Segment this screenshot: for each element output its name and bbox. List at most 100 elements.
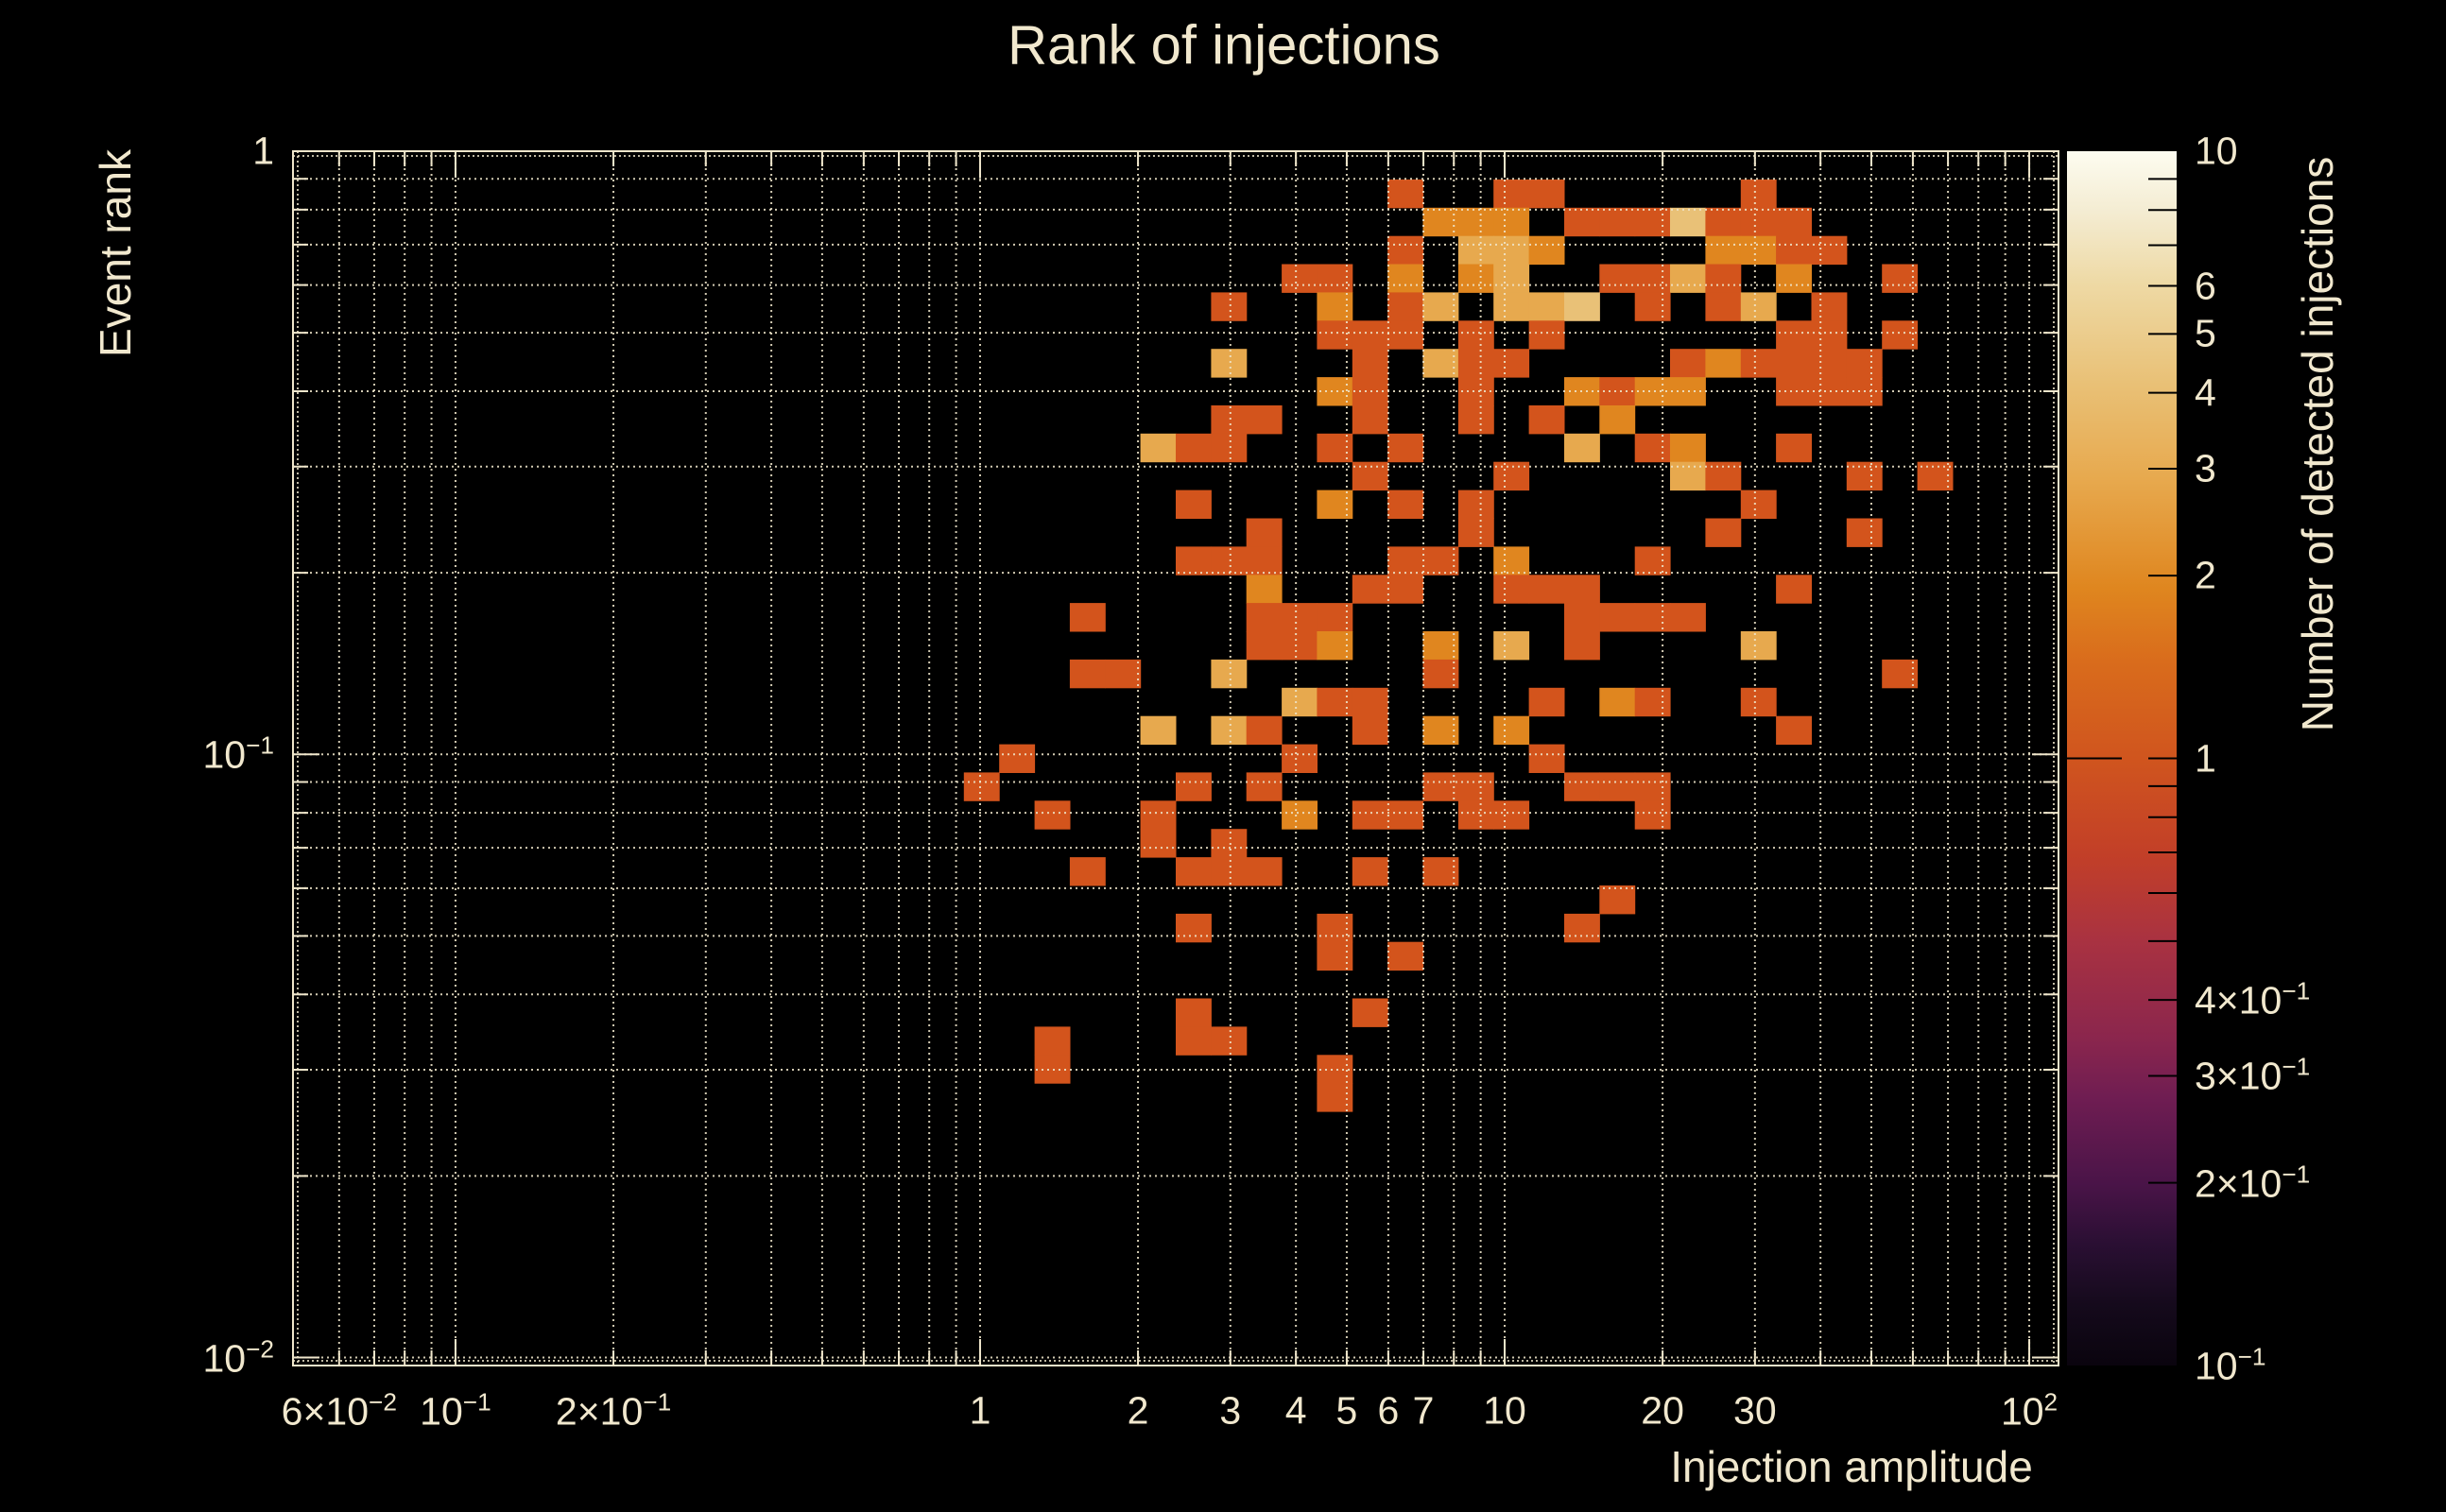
heatmap-cell [1493, 292, 1530, 321]
heatmap-cell [1034, 800, 1071, 830]
heatmap-cell [1564, 575, 1600, 604]
heatmap-cell [1493, 349, 1530, 378]
heatmap-cell [1705, 292, 1742, 321]
z-tick-label: 5 [2195, 311, 2216, 355]
heatmap-cell [1776, 320, 1812, 350]
heatmap-cell [1705, 207, 1742, 237]
heatmap-cell [1599, 264, 1636, 293]
heatmap-cell [1352, 320, 1388, 350]
heatmap-cell [1599, 772, 1636, 801]
heatmap-cell [1705, 264, 1742, 293]
heatmap-cell [1140, 433, 1177, 463]
heatmap-cell [1740, 179, 1777, 209]
heatmap-cell [1564, 292, 1600, 321]
plot-frame [292, 150, 2059, 1366]
heatmap-cell [1282, 631, 1318, 661]
heatmap-cell [1493, 800, 1530, 830]
heatmap-cell [1387, 235, 1424, 266]
heatmap-cell [1457, 518, 1494, 547]
heatmap-cell [1811, 349, 1848, 378]
heatmap-cell [1246, 575, 1283, 604]
heatmap-cell [1493, 207, 1530, 237]
heatmap-cell [1211, 715, 1248, 746]
heatmap-cell [1069, 659, 1106, 689]
heatmap-cell [1352, 349, 1388, 378]
heatmap-cell [1740, 292, 1777, 321]
x-tick-label: 3 [1219, 1388, 1242, 1433]
heatmap-cell [1528, 687, 1565, 717]
heatmap-cell [1422, 857, 1459, 886]
heatmap-cell [1387, 292, 1424, 321]
heatmap-cell [1457, 405, 1494, 435]
heatmap-cell [1387, 264, 1424, 293]
z-tick-label: 1 [2195, 736, 2216, 780]
x-axis-title: Injection amplitude [1670, 1442, 2033, 1491]
heatmap-cell [1176, 998, 1212, 1027]
heatmap-cell [1352, 575, 1388, 604]
heatmap-cell [1457, 207, 1494, 237]
heatmap-cell [1776, 207, 1812, 237]
heatmap-cell [1493, 179, 1530, 209]
heatmap-cell [1811, 235, 1848, 266]
z-tick-label: 2 [2195, 553, 2216, 597]
heatmap-cell [1776, 264, 1812, 293]
heatmap-cell [1599, 687, 1636, 717]
heatmap-cell [1634, 603, 1671, 632]
heatmap-cell [1634, 377, 1671, 406]
heatmap-cell [1457, 800, 1494, 830]
x-tick-label: 6 [1377, 1388, 1400, 1433]
heatmap-cell [1211, 433, 1248, 463]
heatmap-cell [1846, 518, 1883, 547]
x-tick-label: 4 [1284, 1388, 1307, 1433]
z-tick-label: 3 [2195, 446, 2216, 490]
heatmap-cell [1457, 772, 1494, 801]
heatmap-cell [1211, 405, 1248, 435]
heatmap-cell [1387, 490, 1424, 519]
heatmap-cell [1528, 179, 1565, 209]
heatmap-cell [1176, 857, 1212, 886]
heatmap-cell [1211, 292, 1248, 321]
heatmap-cell [1882, 659, 1919, 689]
heatmap-cell [1670, 603, 1706, 632]
heatmap-cell [1282, 687, 1318, 717]
heatmap-cell [1246, 772, 1283, 801]
heatmap-cell [1634, 687, 1671, 717]
heatmap-cell [1634, 264, 1671, 293]
heatmap-cell [1422, 715, 1459, 746]
heatmap-cell [963, 772, 1000, 801]
heatmap-cell [1776, 433, 1812, 463]
heatmap-cell [1422, 349, 1459, 378]
heatmap-cell [1352, 405, 1388, 435]
heatmap-cell [1528, 405, 1565, 435]
x-tick-label: 20 [1641, 1388, 1684, 1433]
heatmap-cell [1599, 207, 1636, 237]
heatmap-cell [1705, 235, 1742, 266]
z-tick-label: 4 [2195, 370, 2216, 415]
heatmap-cell [1387, 800, 1424, 830]
heatmap-cell [1634, 433, 1671, 463]
heatmap-cell [1422, 659, 1459, 689]
heatmap-cell [1352, 687, 1388, 717]
heatmap-cell [1246, 603, 1283, 632]
heatmap-cell [1211, 546, 1248, 576]
heatmap-cell [1740, 490, 1777, 519]
heatmap-cell [1564, 631, 1600, 661]
heatmap-cell [1457, 377, 1494, 406]
heatmap-cell [1564, 433, 1600, 463]
x-tick-label: 10 [1483, 1388, 1526, 1433]
heatmap-cell [1846, 349, 1883, 378]
heatmap-cell [1422, 772, 1459, 801]
heatmap-cell [1457, 320, 1494, 350]
heatmap-cell [1705, 518, 1742, 547]
heatmap-cell [1528, 235, 1565, 266]
heatmap-cell [1282, 603, 1318, 632]
heatmap-cell [1422, 631, 1459, 661]
heatmap-cell [1352, 857, 1388, 886]
heatmap-cell [1457, 235, 1494, 266]
heatmap-cell [1882, 320, 1919, 350]
heatmap-cell [1493, 546, 1530, 576]
heatmap-cell [1634, 292, 1671, 321]
heatmap-cell [1422, 292, 1459, 321]
heatmap-cell [1776, 575, 1812, 604]
